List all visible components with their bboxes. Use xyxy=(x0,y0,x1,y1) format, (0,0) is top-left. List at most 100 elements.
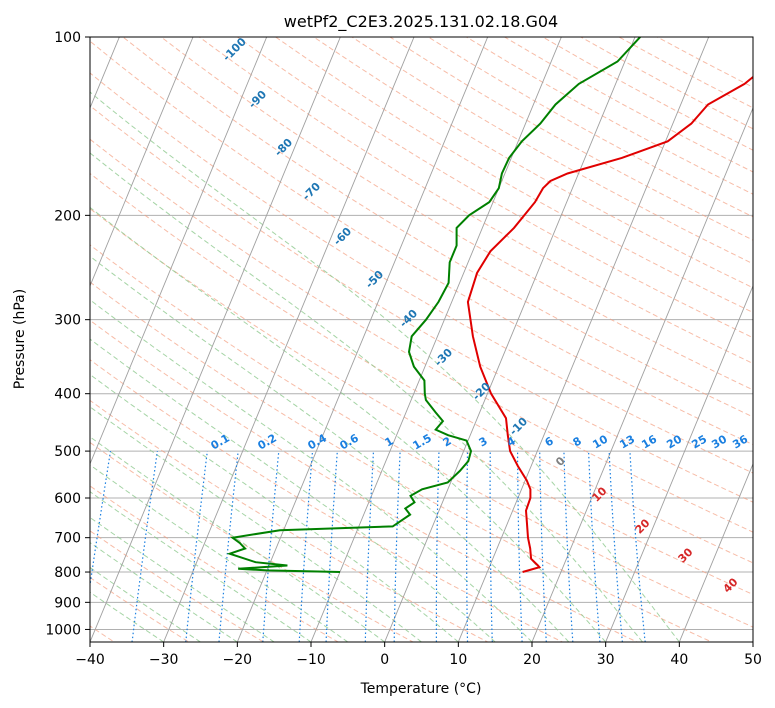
mixing-ratio-label: 30 xyxy=(709,432,729,451)
mixing-ratio-line xyxy=(364,451,375,642)
dry-adiabat xyxy=(90,319,639,642)
y-tick-label: 700 xyxy=(54,531,81,547)
mixing-ratio-line xyxy=(325,451,338,642)
dry-adiabat-label: 10 xyxy=(590,484,610,504)
dry-adiabat-label: -70 xyxy=(300,180,323,203)
mixing-ratio-line xyxy=(588,451,601,642)
y-tick-label: 1000 xyxy=(45,622,81,638)
mixing-ratio-line xyxy=(131,451,158,642)
pressure-grid xyxy=(90,36,753,630)
dewpoint-line xyxy=(226,37,641,573)
dry-adiabat-label: 30 xyxy=(676,545,696,565)
isotherm xyxy=(90,37,194,288)
x-tick-label: −40 xyxy=(75,652,105,668)
mixing-ratio-label: 0.1 xyxy=(209,431,232,452)
mixing-ratio-label: 1.5 xyxy=(411,431,434,452)
dry-adiabat xyxy=(90,172,753,564)
dry-adiabat xyxy=(90,441,414,642)
line-labels: -100-90-80-70-60-50-40-30-20-10010203040… xyxy=(209,35,751,596)
mixing-ratio-line xyxy=(517,451,523,642)
x-tick-label: −30 xyxy=(149,652,179,668)
mixing-ratio-line xyxy=(608,451,624,642)
dry-adiabat xyxy=(90,208,753,596)
mixing-ratio-line xyxy=(262,451,280,642)
moist-adiabat xyxy=(90,255,570,642)
isotherm xyxy=(605,284,753,642)
dry-adiabat xyxy=(541,37,753,151)
dry-adiabat xyxy=(198,37,753,365)
mixing-ratio-label: 0.2 xyxy=(256,431,279,452)
moist-adiabat xyxy=(90,541,238,642)
x-tick-label: −10 xyxy=(296,652,326,668)
isotherm xyxy=(0,10,57,654)
isotherm xyxy=(236,37,489,642)
x-tick-label: 0 xyxy=(380,652,389,668)
mixing-ratio-label: 3 xyxy=(477,434,490,449)
mixing-ratio-line xyxy=(435,451,440,642)
moist-adiabat xyxy=(90,516,275,642)
dry-adiabat xyxy=(90,138,753,533)
dry-adiabat xyxy=(503,37,753,173)
dry-adiabat xyxy=(90,40,753,446)
x-tick-label: 20 xyxy=(523,652,541,668)
mixing-ratio-label: 6 xyxy=(543,434,556,449)
y-tick-label: 500 xyxy=(54,444,81,460)
dry-adiabat xyxy=(90,399,489,642)
moist-adiabat xyxy=(90,406,422,642)
mixing-ratio-label: 0.6 xyxy=(338,431,362,452)
mixing-ratio-label: 25 xyxy=(689,433,709,452)
y-tick-label: 200 xyxy=(54,208,81,224)
dry-adiabat-label: -30 xyxy=(432,346,455,369)
moist-adiabat xyxy=(90,436,385,642)
plot-frame xyxy=(89,36,754,643)
mixing-ratio-line xyxy=(393,451,401,642)
x-tick-label: 10 xyxy=(449,652,467,668)
dry-adiabat xyxy=(617,37,753,109)
mixing-ratio-label: 20 xyxy=(664,432,684,451)
dry-adiabat xyxy=(90,72,753,474)
y-tick-label: 900 xyxy=(54,595,81,611)
moist-adiabat xyxy=(90,464,349,642)
isotherm xyxy=(90,37,268,466)
mixing-ratio-line xyxy=(539,451,547,642)
axis-ticks: −40 −30 −20 −10 0 10 20 30 40 50 1000 900 800 700 600 5… xyxy=(45,30,762,668)
dry-adiabat-label: -100 xyxy=(220,35,249,64)
dry-adiabat-label: -50 xyxy=(363,268,386,291)
profiles xyxy=(226,37,753,573)
dry-adiabat xyxy=(274,37,753,314)
dry-adiabat xyxy=(90,576,190,642)
dry-adiabat-label: -90 xyxy=(246,88,269,111)
mixing-ratio-line xyxy=(185,451,208,642)
mixing-ratio-line xyxy=(629,451,646,642)
dry-adiabat xyxy=(90,244,753,628)
mixing-ratio-line xyxy=(90,451,112,590)
mixing-ratio-line xyxy=(218,451,239,642)
mixing-ratio-label: 10 xyxy=(590,432,610,451)
mixing-ratio-line xyxy=(298,451,314,642)
dry-adiabat-label: -20 xyxy=(470,380,493,403)
moist-adiabat xyxy=(90,491,312,642)
isotherm xyxy=(163,37,415,642)
mixing-ratio-label: 8 xyxy=(571,434,584,449)
x-axis-label: Temperature (°C) xyxy=(360,681,482,697)
dry-adiabat xyxy=(90,281,713,642)
dry-adiabat xyxy=(90,105,753,503)
background-lines xyxy=(0,10,753,654)
chart-title: wetPf2_C2E3.2025.131.02.18.G04 xyxy=(284,12,558,32)
isotherm xyxy=(384,37,636,642)
isotherm xyxy=(310,37,562,642)
dry-adiabat xyxy=(389,37,753,241)
moist-adiabat xyxy=(90,206,607,642)
x-tick-label: −20 xyxy=(223,652,253,668)
dry-adiabat-label: 40 xyxy=(721,575,741,595)
moist-adiabat xyxy=(90,152,643,642)
dry-adiabat xyxy=(579,37,753,130)
y-tick-label: 400 xyxy=(54,387,81,403)
dry-adiabat xyxy=(236,37,753,339)
dry-adiabat xyxy=(90,530,265,642)
moist-adiabat xyxy=(90,591,164,642)
mixing-ratio-line xyxy=(489,451,493,642)
isotherm xyxy=(678,462,753,642)
moist-adiabat xyxy=(90,91,680,642)
